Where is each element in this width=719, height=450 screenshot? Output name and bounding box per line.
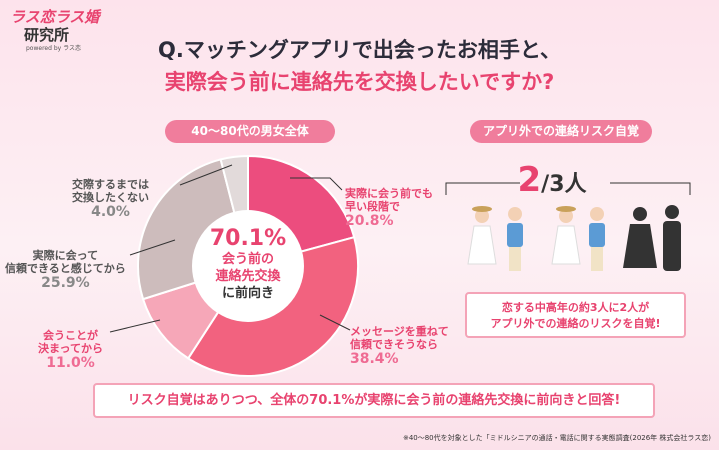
logo-lab: 研究所 (24, 26, 70, 44)
message-line: 恋する中高年の約3人に2人が (501, 301, 650, 314)
category-label: 実際に会う前でも 早い段階で (345, 187, 433, 213)
value-label: 25.9% (41, 275, 90, 291)
pie (137, 154, 359, 377)
leaders (109, 164, 691, 333)
header-line1: Q.マッチングアプリで出会ったお相手と、 (158, 38, 561, 62)
value-label: 38.4% (350, 351, 399, 367)
message-line: アプリ外での連絡のリスクを自覚! (490, 317, 661, 330)
chart-title: 40〜80代の男女全体 (165, 120, 335, 143)
leader (129, 239, 176, 256)
value-label: 11.0% (46, 355, 95, 371)
banner: リスク自覚はありつつ、全体の70.1%が実際に会う前の連絡先交換に前向きと回答! (93, 383, 655, 418)
numerator: 2 (517, 160, 542, 200)
value-label: 20.8% (345, 213, 394, 229)
slice-label: 会うことが 決まってから 11.0% (38, 329, 103, 371)
leader (290, 177, 343, 191)
footnote: ※40〜80代を対象とした「ミドルシニアの通話・電話に関する実態調査(2026年… (402, 434, 711, 442)
bracket (610, 182, 691, 195)
header-line2: 実際会う前に連絡先を交換したいですか? (164, 70, 555, 94)
fraction: 2/3人 (472, 160, 632, 200)
leader (179, 164, 233, 186)
bracket (445, 182, 520, 195)
category-label: 実際に会って 信頼できると感じてから (5, 249, 126, 275)
denominator: /3人 (541, 172, 587, 197)
center-label: 70.1% 会う前の連絡先交換に前向き (188, 226, 308, 302)
slice-label: 交際するまでは 交換したくない 4.0% (72, 178, 149, 220)
people (467, 205, 681, 271)
value-label: 4.0% (91, 204, 130, 220)
leader (109, 319, 161, 333)
slice-label: 実際に会って 信頼できると感じてから 25.9% (5, 249, 126, 291)
slice-label: メッセージを重ねて 信頼できそうなら 38.4% (350, 325, 449, 367)
panel-title: アプリ外での連絡リスク自覚 (470, 120, 652, 143)
logo-brand: ラス恋ラス婚 (10, 8, 100, 26)
leader (319, 314, 351, 331)
category-label: メッセージを重ねて 信頼できそうなら (350, 325, 449, 351)
donut-hole (192, 210, 304, 322)
slice-label: 実際に会う前でも 早い段階で 20.8% (345, 187, 433, 229)
center-value: 70.1% (209, 226, 287, 251)
center-text: に前向き (221, 286, 274, 301)
logo-powered: powered by ラス恋 (26, 45, 81, 52)
category-label: 会うことが 決まってから (38, 329, 104, 355)
category-label: 交際するまでは 交換したくない (72, 178, 149, 204)
center-text: 連絡先交換 (215, 269, 281, 284)
center-text: 会う前の (221, 252, 274, 267)
message-box: 恋する中高年の約3人に2人が アプリ外での連絡のリスクを自覚! (465, 292, 686, 338)
